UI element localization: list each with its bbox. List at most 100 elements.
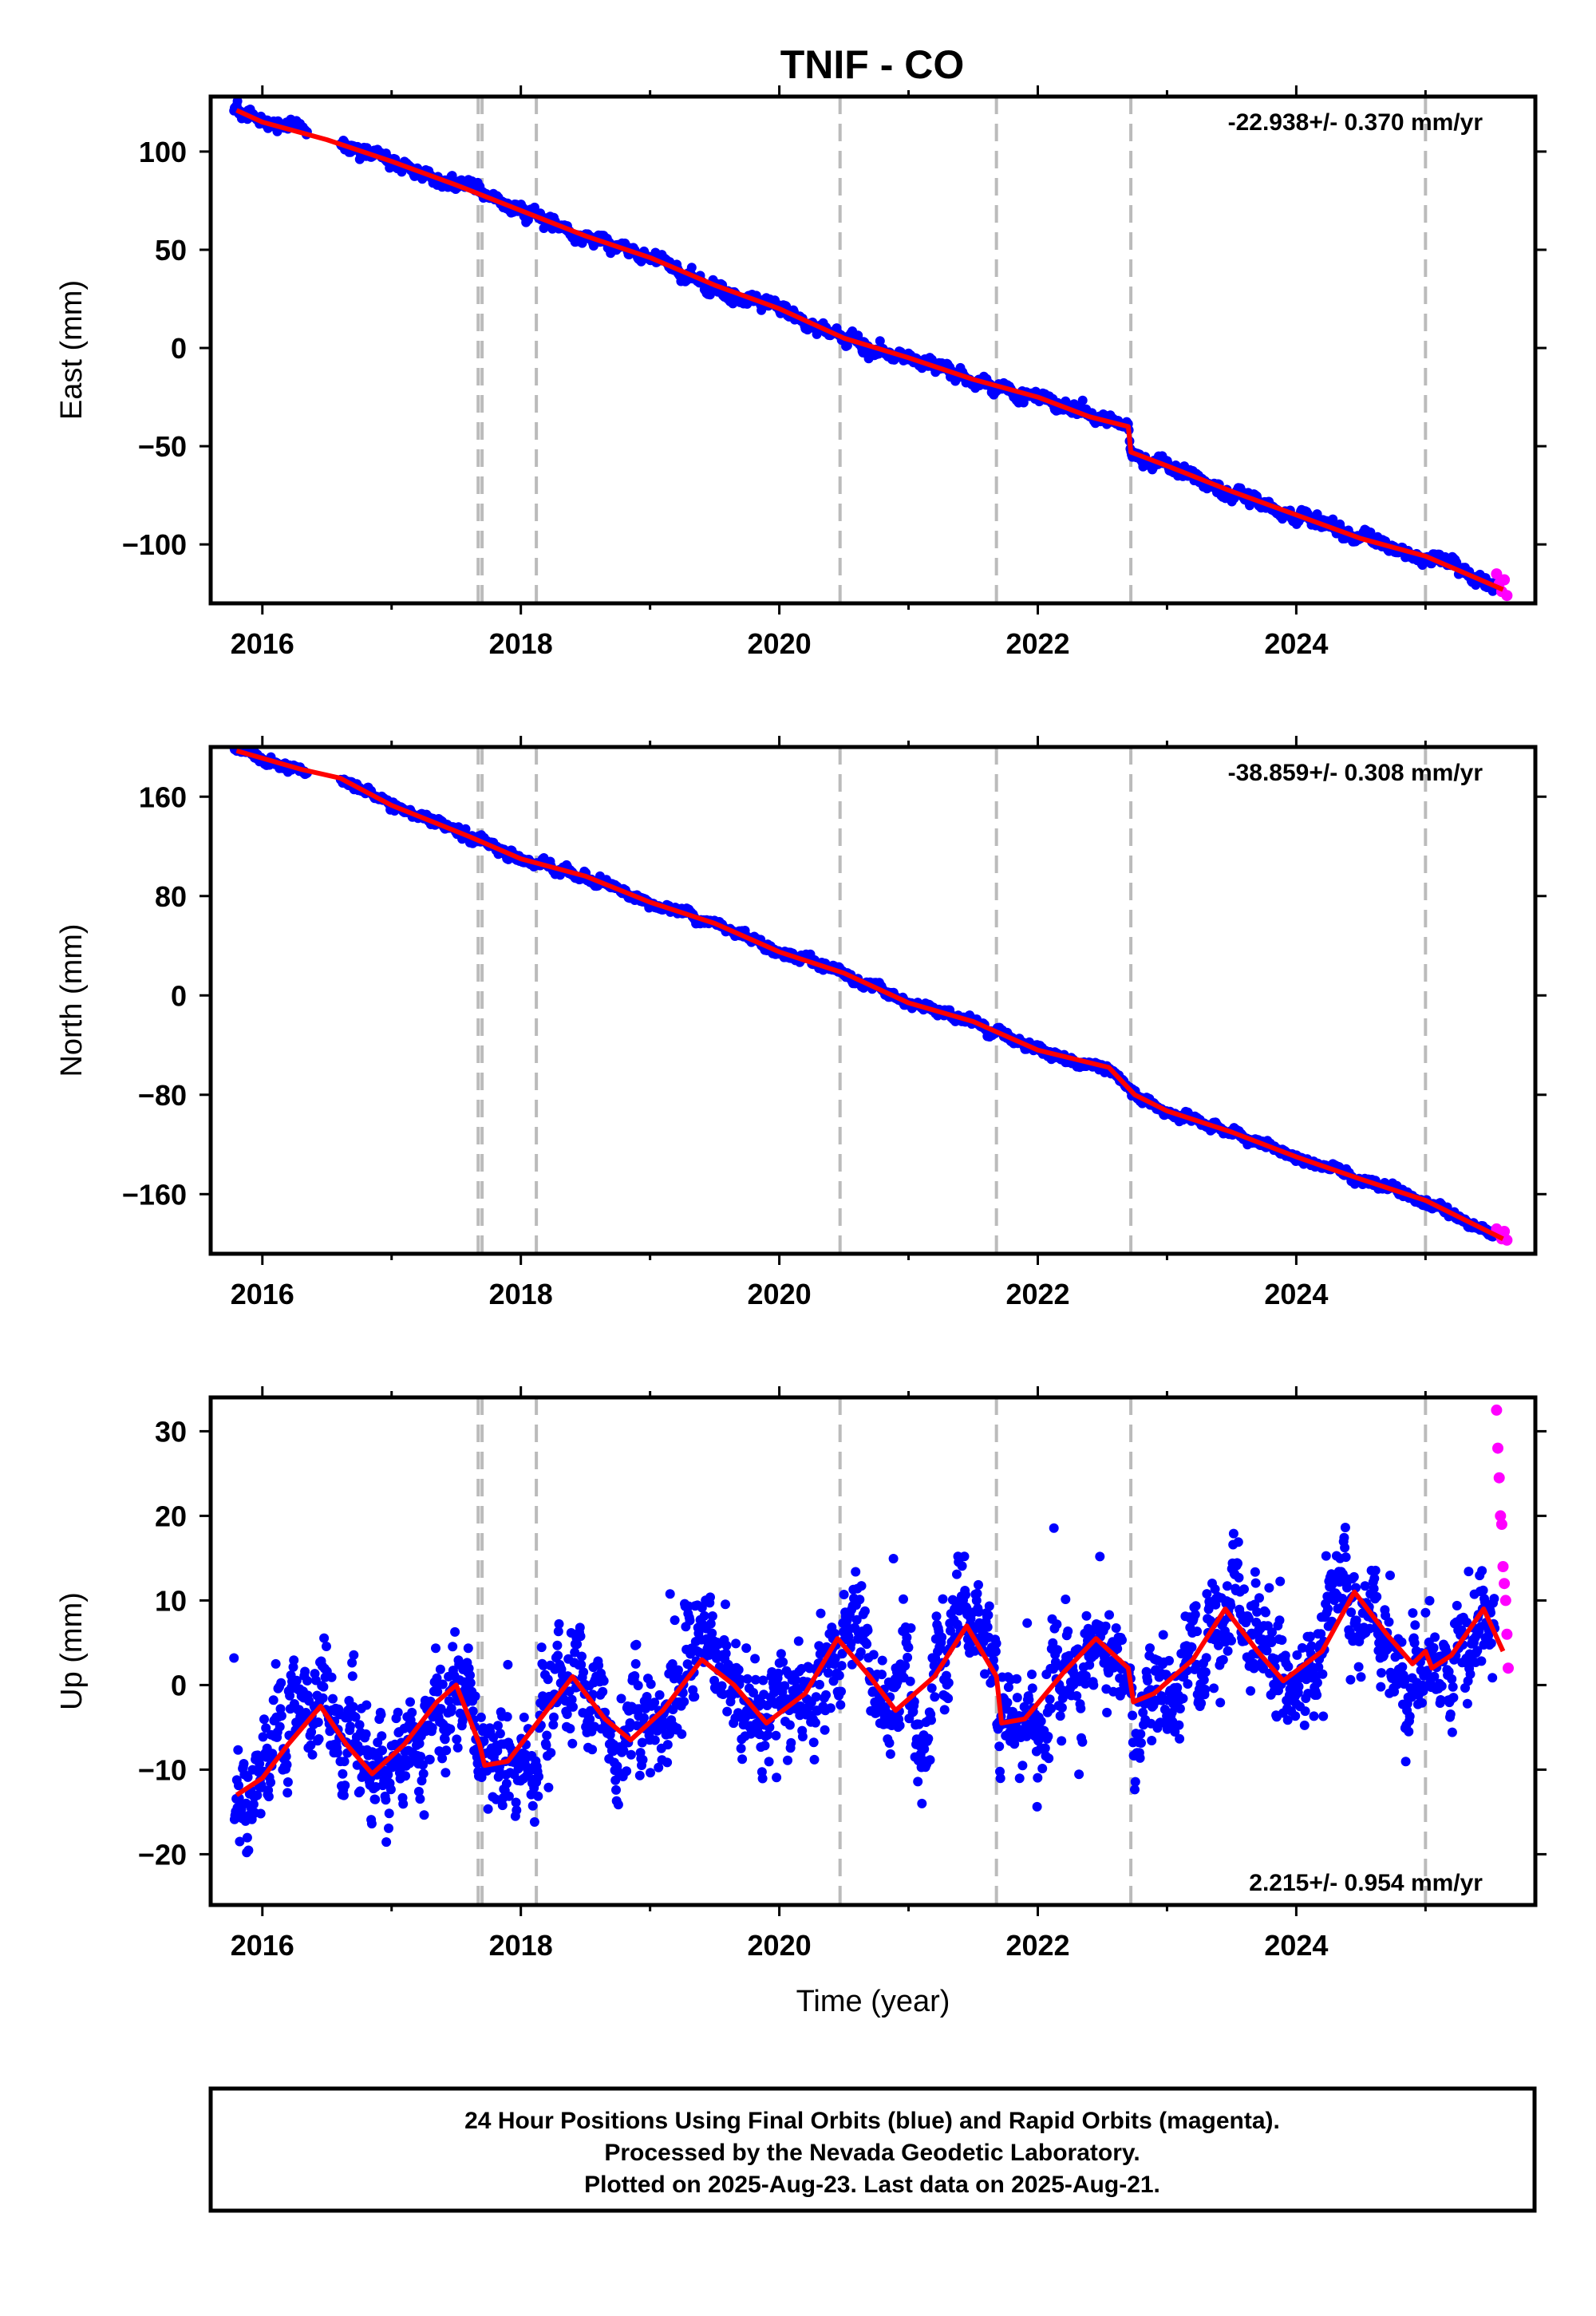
data-point <box>1017 1761 1028 1771</box>
data-point <box>900 1661 911 1671</box>
data-point <box>611 1784 621 1795</box>
x-tick-label: 2022 <box>1005 1278 1069 1310</box>
data-point <box>903 1652 913 1662</box>
data-point <box>542 1730 552 1741</box>
data-point <box>631 1639 642 1650</box>
data-point <box>452 1734 462 1745</box>
data-point <box>1003 1682 1013 1693</box>
data-point <box>483 1804 493 1814</box>
data-point <box>638 1713 649 1723</box>
data-point <box>347 1658 358 1668</box>
data-point <box>952 1569 962 1579</box>
data-point <box>1014 1773 1025 1784</box>
data-point <box>836 1686 846 1697</box>
x-tick-label: 2024 <box>1264 627 1328 660</box>
y-tick-label: −50 <box>138 430 187 463</box>
data-point <box>705 1592 715 1603</box>
data-point <box>749 1688 758 1697</box>
data-point <box>553 1650 563 1661</box>
data-point <box>338 1769 348 1779</box>
data-point <box>877 1655 887 1666</box>
data-point <box>271 1658 281 1669</box>
data-point <box>598 1676 609 1686</box>
data-point <box>463 1643 473 1654</box>
data-point <box>762 1701 772 1710</box>
data-point <box>598 1686 608 1697</box>
data-point <box>673 1665 683 1675</box>
data-point <box>923 1733 934 1744</box>
data-point <box>567 1738 578 1749</box>
data-point <box>276 1678 286 1688</box>
data-point <box>255 1759 265 1769</box>
data-point <box>646 1768 655 1778</box>
data-point <box>638 1755 648 1765</box>
data-point <box>830 1628 839 1638</box>
data-point <box>633 1681 643 1690</box>
data-point <box>863 1625 873 1635</box>
data-point <box>291 1675 302 1686</box>
data-point <box>318 1682 329 1692</box>
data-point <box>784 1720 795 1730</box>
data-point <box>234 1780 243 1791</box>
data-point <box>285 1690 295 1701</box>
data-point <box>288 1662 298 1672</box>
data-point <box>721 1648 731 1658</box>
data-point <box>665 1589 675 1599</box>
data-point <box>393 1707 403 1717</box>
data-point <box>536 1642 547 1653</box>
y-tick-label: −80 <box>138 1079 187 1112</box>
data-point <box>862 1639 872 1650</box>
data-point <box>662 1740 673 1750</box>
data-point <box>776 1649 786 1659</box>
data-point <box>884 1738 895 1748</box>
data-point <box>699 1611 709 1621</box>
y-axis-label: East (mm) <box>55 280 89 420</box>
data-point <box>667 1659 678 1669</box>
data-point <box>565 1724 575 1733</box>
data-point <box>872 1706 883 1717</box>
data-point <box>314 1734 324 1744</box>
data-point <box>433 1686 443 1697</box>
data-point <box>926 1683 937 1694</box>
x-tick-label: 2020 <box>748 627 812 660</box>
data-point <box>722 1706 733 1717</box>
data-point <box>926 1715 936 1725</box>
data-point <box>432 1673 442 1683</box>
data-point <box>1009 1739 1020 1749</box>
data-point <box>340 1780 350 1791</box>
data-point <box>959 1551 970 1562</box>
data-point <box>427 1722 437 1733</box>
x-tick-label: 2020 <box>748 1278 812 1310</box>
data-point <box>686 263 697 273</box>
data-point <box>448 1642 458 1652</box>
data-point <box>654 1762 664 1773</box>
data-point <box>877 1670 887 1680</box>
data-point <box>533 1791 543 1801</box>
data-point <box>1018 397 1029 408</box>
data-point <box>326 1672 337 1682</box>
data-point <box>366 1819 377 1829</box>
final-orbit-points <box>229 1523 1500 1858</box>
data-point <box>731 1638 741 1649</box>
data-point <box>1049 1523 1059 1533</box>
data-point <box>741 1643 752 1654</box>
data-point <box>721 1599 730 1610</box>
data-point <box>1077 395 1088 405</box>
data-point <box>370 1794 381 1804</box>
data-point <box>338 1790 349 1800</box>
data-point <box>760 1741 770 1751</box>
data-point <box>325 1726 335 1737</box>
data-point <box>815 1679 824 1690</box>
data-point <box>750 1654 760 1664</box>
data-point <box>266 1777 276 1788</box>
data-point <box>282 1777 293 1787</box>
data-point <box>868 1650 879 1660</box>
data-point <box>717 1681 727 1691</box>
data-point <box>281 1751 291 1761</box>
data-point <box>434 1746 444 1757</box>
data-point <box>791 1675 801 1686</box>
data-point <box>677 1729 687 1739</box>
data-point <box>994 1741 1005 1752</box>
